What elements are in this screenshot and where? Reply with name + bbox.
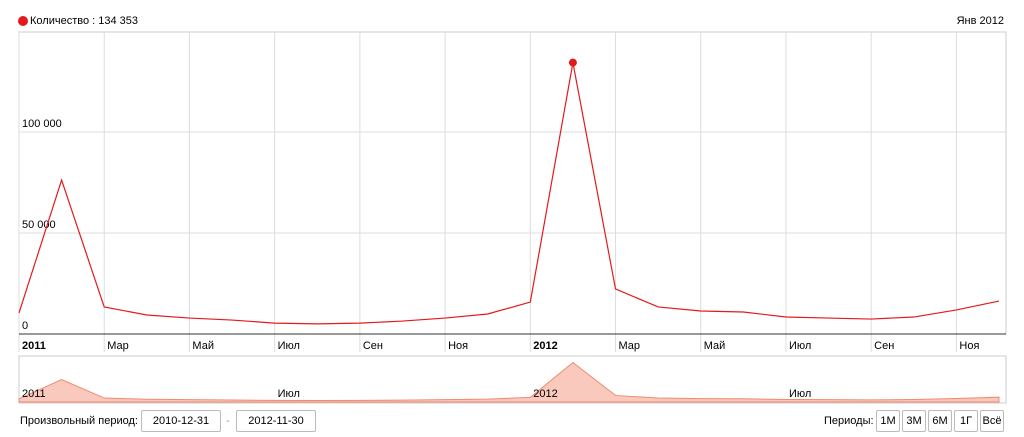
date-from[interactable]: 2010-12-31 (141, 410, 221, 432)
y-tick-label: 0 (22, 320, 28, 332)
x-tick-label: Мар (619, 340, 641, 352)
x-tick-label: 2012 (533, 340, 557, 352)
period-button[interactable]: 1М (876, 410, 900, 432)
period-button[interactable]: Всё (980, 410, 1004, 432)
legend-dot (18, 16, 28, 26)
custom-period-label: Произвольный период: (20, 415, 138, 427)
line (18, 62, 1000, 325)
navigator-label: Июл (278, 388, 300, 400)
dash: - (226, 415, 230, 427)
date-to[interactable]: 2012-11-30 (236, 410, 316, 432)
hover-date: Янв 2012 (957, 15, 1004, 27)
x-tick-label: Май (192, 340, 214, 352)
navigator-label: Июл (789, 388, 811, 400)
chart: Количество : 134 353 Янв 2012 0 50 000 100… (18, 15, 1007, 404)
period-button[interactable]: 3М (902, 410, 926, 432)
period-button[interactable]: 6М (928, 410, 952, 432)
x-tick-label: Ноя (448, 340, 468, 352)
navigator-label: 2011 (22, 388, 46, 400)
plot-frame (18, 31, 1007, 335)
controls: Произвольный период: 2010-12-31 - 2012-1… (0, 408, 1024, 436)
x-tick-label: 2011 (22, 340, 46, 352)
legend-text: Количество : 134 353 (30, 15, 138, 27)
highlight-point (568, 58, 577, 67)
x-tick-label: Июл (789, 340, 811, 352)
x-tick-label: Май (704, 340, 726, 352)
x-tick-label: Сен (874, 340, 894, 352)
y-tick-label: 100 000 (22, 118, 62, 130)
navigator-frame (18, 355, 1007, 404)
x-tick-label: Мар (107, 340, 129, 352)
navigator-area (18, 361, 1000, 403)
x-tick-label: Ноя (959, 340, 979, 352)
period-button[interactable]: 1Г (954, 410, 978, 432)
x-tick-label: Июл (278, 340, 300, 352)
x-tick-label: Сен (363, 340, 383, 352)
periods-label: Периоды: (824, 415, 874, 427)
navigator-label: 2012 (533, 388, 557, 400)
y-tick-label: 50 000 (22, 219, 56, 231)
